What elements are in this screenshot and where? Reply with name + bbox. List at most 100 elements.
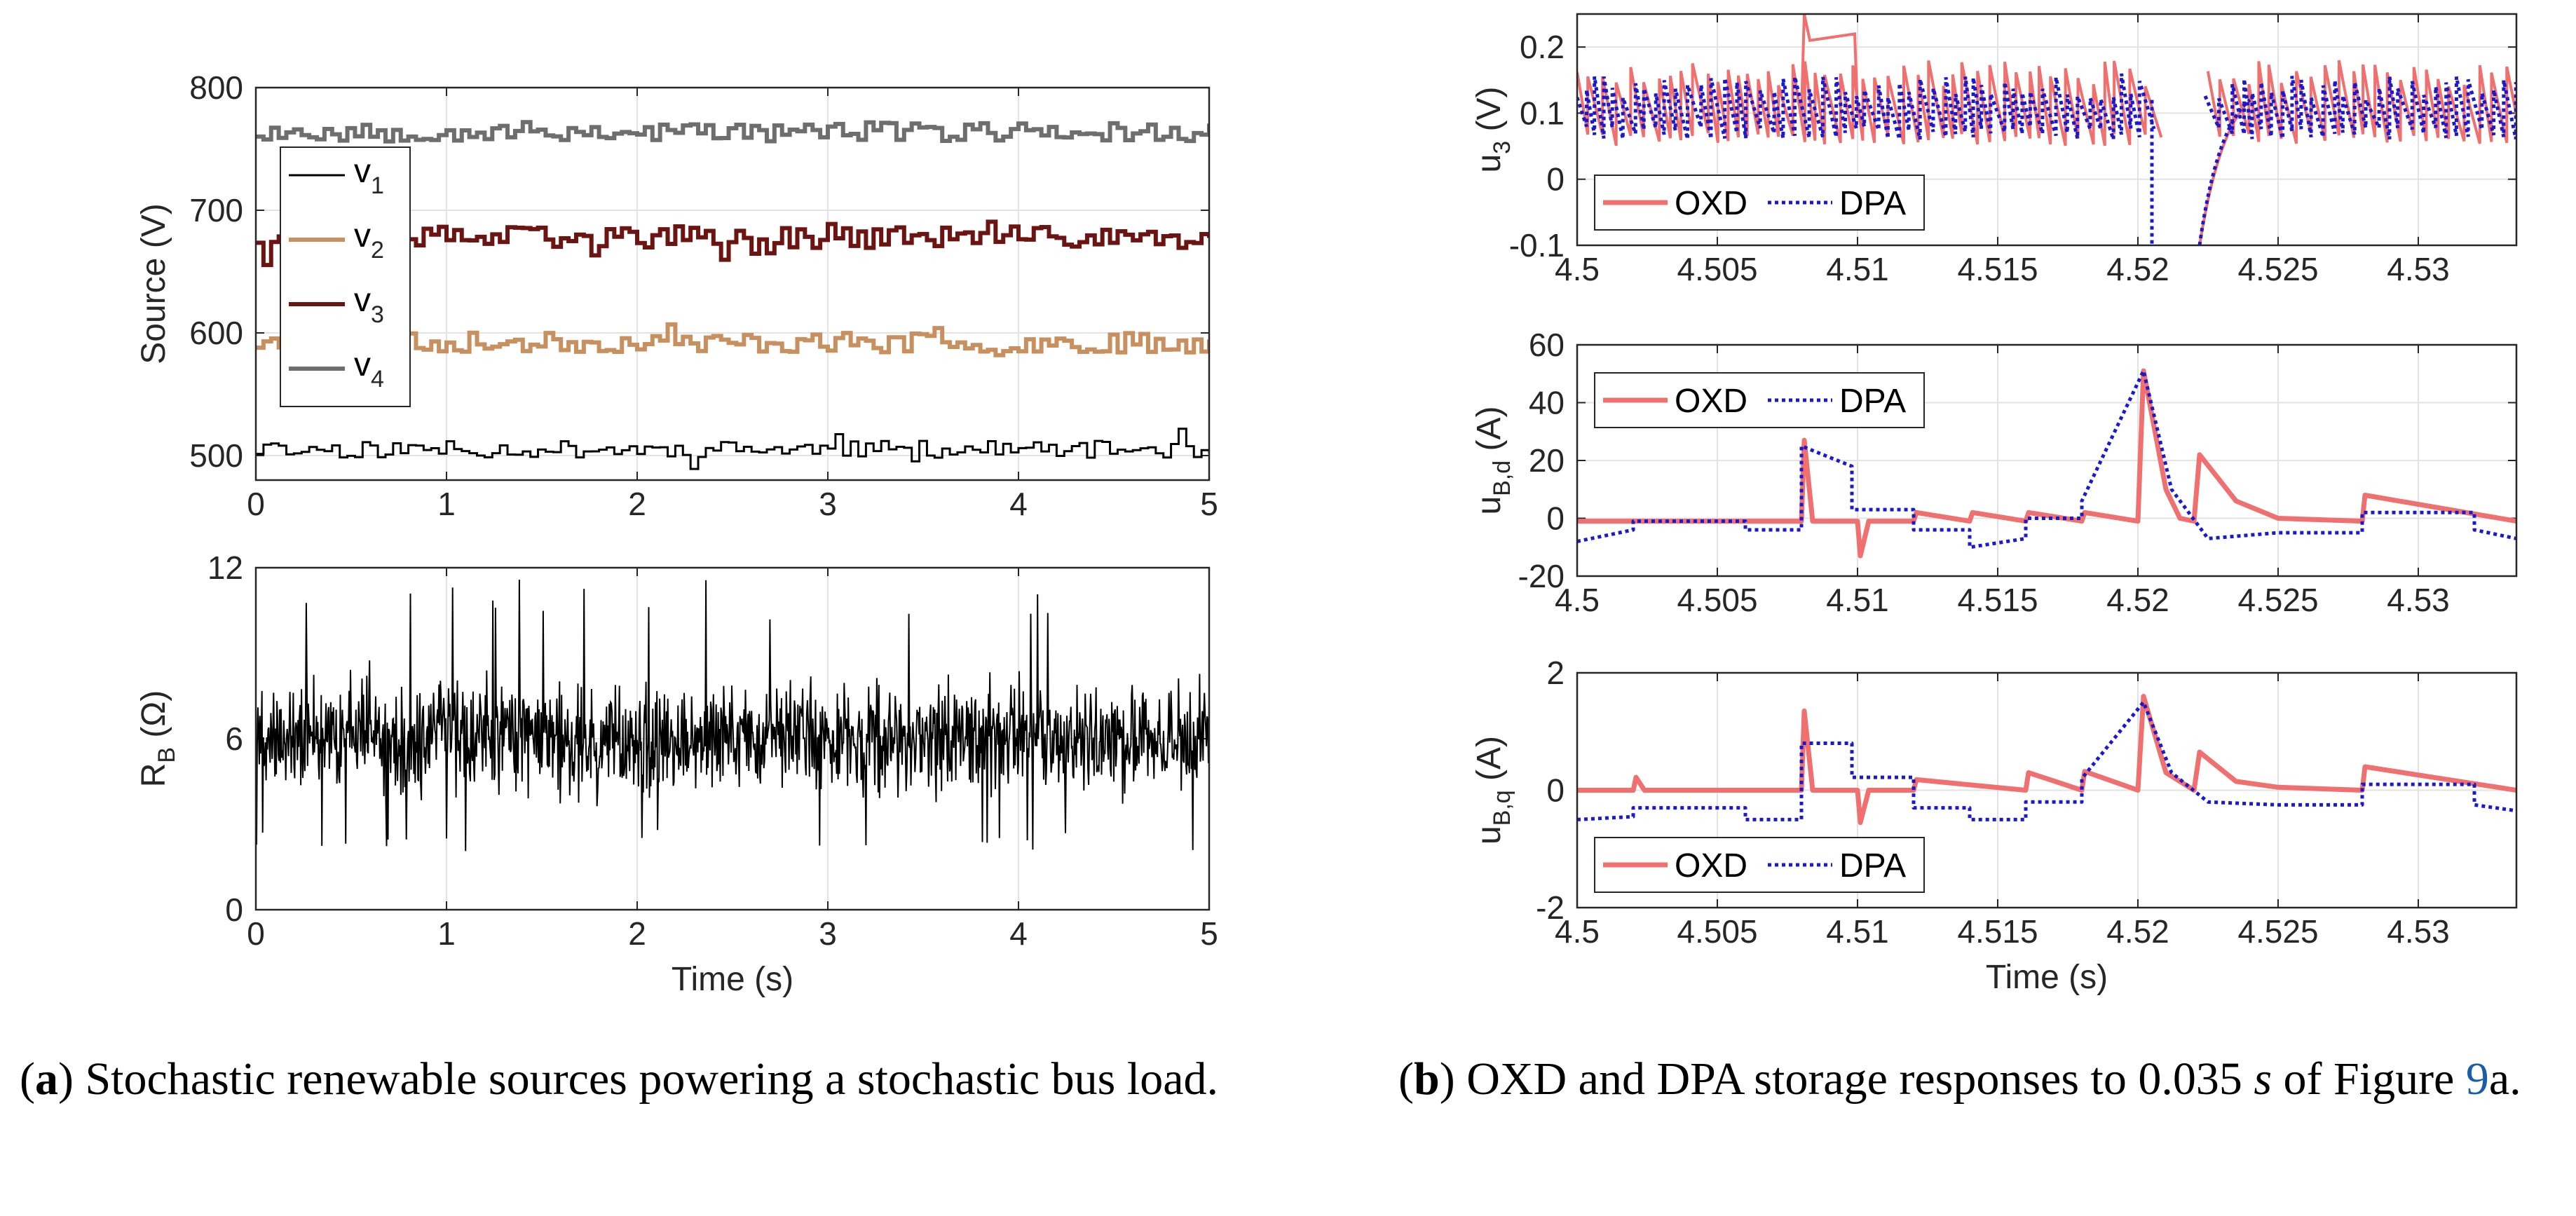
- legend-label-DPA: DPA: [1839, 847, 1906, 884]
- caption-b: (b) OXD and DPA storage responses to 0.0…: [1398, 1053, 2521, 1105]
- axes-frame: [1576, 13, 2518, 247]
- series-OXD: [1577, 368, 2516, 559]
- caption-b-text-pre: OXD and DPA storage responses to 0.035: [1466, 1053, 2242, 1105]
- caption-b-figure-link[interactable]: 9: [2465, 1053, 2489, 1105]
- series-DPA: [1577, 73, 2516, 245]
- caption-b-text-mid: of Figure: [2283, 1053, 2455, 1105]
- caption-b-text-post: a.: [2488, 1053, 2521, 1105]
- legend-label-v1: v1: [354, 153, 384, 199]
- y-label-sub: B: [154, 747, 180, 763]
- x-tick-label: 4.53: [2387, 582, 2450, 618]
- legend-box: [280, 146, 411, 407]
- y-tick-label: -20: [1518, 558, 1565, 594]
- x-tick-label: 1: [437, 486, 456, 522]
- x-tick-label: 4.5: [1555, 251, 1600, 287]
- y-tick-label: 600: [189, 315, 243, 351]
- legend-label-v2: v2: [354, 217, 384, 264]
- y-tick-label: 0: [1546, 161, 1565, 198]
- y-tick-label: 20: [1529, 442, 1565, 479]
- y-label-tail: (Ω): [135, 690, 172, 747]
- y-axis-label: RB (Ω): [135, 690, 180, 788]
- y-label-base: u: [1471, 496, 1508, 515]
- y-label-sub: B,q: [1489, 790, 1515, 826]
- legend-label-sub: 2: [371, 237, 384, 264]
- caption-a: (a) Stochastic renewable sources powerin…: [20, 1053, 1218, 1105]
- axes-frame: [254, 86, 1211, 481]
- x-tick-label: 4.52: [2106, 582, 2169, 618]
- x-tick-label: 4.52: [2106, 913, 2169, 950]
- y-tick-label: 0.1: [1520, 95, 1565, 131]
- legend: OXD DPA: [1594, 837, 1925, 893]
- x-tick-label: 0: [247, 486, 265, 522]
- y-tick-label: 500: [189, 437, 243, 474]
- x-tick-label: 4.52: [2106, 251, 2169, 287]
- x-tick-label: 4.525: [2237, 913, 2318, 950]
- x-tick-label: 4.505: [1677, 251, 1757, 287]
- series-v2: [256, 322, 1209, 357]
- y-tick-label: -2: [1536, 889, 1565, 926]
- y-label-base: R: [135, 763, 172, 788]
- y-tick-label: -0.1: [1509, 227, 1565, 264]
- y-label-base: u: [1471, 154, 1508, 173]
- y-label-base: Source (V): [135, 203, 172, 364]
- x-tick-label: 4.515: [1957, 582, 2038, 618]
- y-tick-label: 40: [1529, 385, 1565, 421]
- y-tick-label: 12: [207, 549, 243, 586]
- legend-label-DPA: DPA: [1839, 185, 1906, 222]
- x-tick-label: 4.5: [1555, 913, 1600, 950]
- caption-b-unit: s: [2254, 1053, 2272, 1105]
- x-tick-label: 4.51: [1826, 913, 1889, 950]
- y-axis-label: uB,q (A): [1471, 736, 1515, 845]
- axes-frame: [254, 566, 1211, 911]
- legend-label-sub: 4: [371, 366, 384, 392]
- x-tick-label: 4.51: [1826, 251, 1889, 287]
- legend-label-v4: v4: [354, 346, 384, 392]
- y-tick-label: 0: [1546, 772, 1565, 809]
- series-v3: [256, 215, 1209, 268]
- y-tick-label: 0: [225, 891, 243, 928]
- axes-frame: [1576, 671, 2518, 909]
- x-tick-label: 4.515: [1957, 913, 2038, 950]
- series-v4: [256, 120, 1209, 144]
- chart-b-ubq: 4.5 4.505 4.51 4.515 4.52 4.525 4.53 -2 0 2 Time (…: [1471, 655, 2518, 996]
- y-axis-label: u3 (V): [1471, 87, 1515, 173]
- legend-label-base: v: [354, 346, 371, 383]
- caption-a-text: Stochastic renewable sources powering a …: [85, 1053, 1218, 1105]
- x-axis-label: Time (s): [1986, 959, 2108, 996]
- x-tick-label: 5: [1200, 486, 1218, 522]
- y-tick-label: 2: [1546, 655, 1565, 691]
- legend-label-OXD: OXD: [1675, 847, 1747, 884]
- x-tick-label: 4.525: [2237, 251, 2318, 287]
- y-label-tail: (A): [1471, 736, 1508, 790]
- y-label-sub: 3: [1489, 141, 1515, 154]
- y-axis-label: Source (V): [135, 203, 172, 364]
- x-tick-label: 2: [628, 486, 646, 522]
- series-v1: [256, 428, 1209, 470]
- x-tick-label: 4: [1009, 915, 1028, 952]
- y-tick-label: 6: [225, 720, 243, 757]
- series-DPA: [1577, 700, 2516, 821]
- x-tick-label: 0: [247, 915, 265, 952]
- x-tick-label: 4.525: [2237, 582, 2318, 618]
- legend-label-sub: 1: [371, 172, 384, 199]
- caption-b-label: b: [1413, 1053, 1440, 1105]
- x-tick-label: 3: [819, 486, 837, 522]
- y-tick-label: 800: [189, 69, 243, 106]
- legend: OXD DPA: [1594, 372, 1925, 428]
- x-tick-label: 4: [1009, 486, 1028, 522]
- axes-frame: [1576, 343, 2518, 578]
- caption-a-label: a: [34, 1053, 58, 1105]
- y-tick-label: 60: [1529, 327, 1565, 363]
- legend-label-DPA: DPA: [1839, 383, 1906, 420]
- y-tick-label: 0.2: [1520, 29, 1565, 65]
- legend: OXD DPA: [1594, 175, 1925, 231]
- plot-area: [256, 88, 1209, 480]
- chart-b-u3: 4.5 4.505 4.51 4.515 4.52 4.525 4.53 -0.1 0 0.1 0.…: [1471, 13, 2518, 287]
- y-label-tail: (V): [1471, 87, 1508, 141]
- x-tick-label: 4.505: [1677, 913, 1757, 950]
- x-tick-label: 4.505: [1677, 582, 1757, 618]
- legend-label-base: v: [354, 153, 371, 190]
